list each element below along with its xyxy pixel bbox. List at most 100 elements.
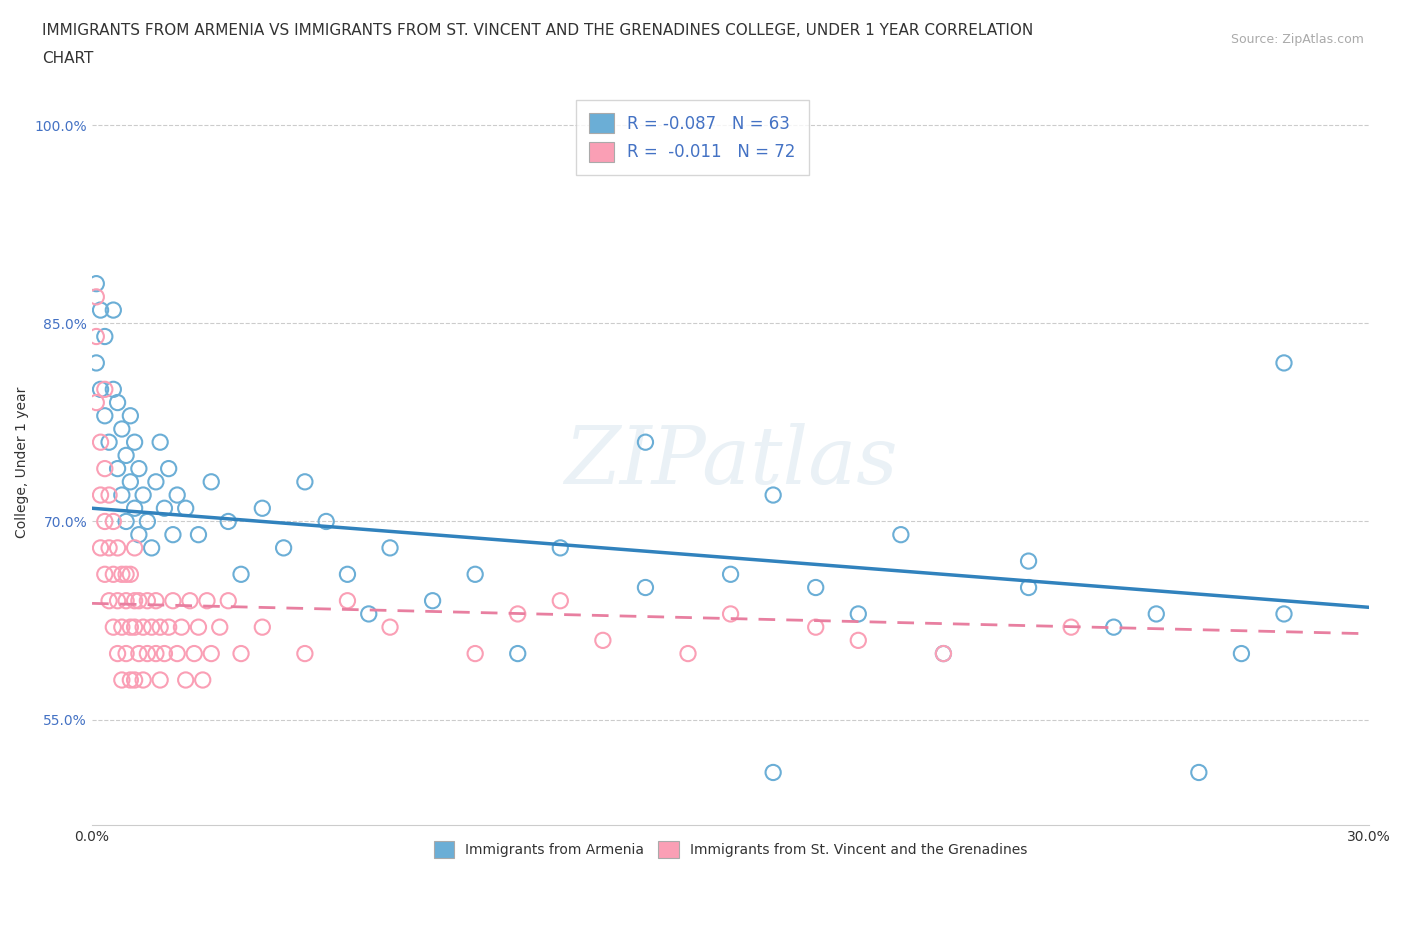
Point (128, 646, 150, 661)
Point (187, 527, 209, 542)
Point (90, 302, 112, 317)
Text: CHART: CHART (42, 51, 94, 66)
Point (762, 765, 785, 780)
Point (932, 646, 955, 661)
Point (90, 434, 112, 449)
Point (120, 408, 142, 423)
Point (107, 593, 129, 608)
Point (136, 646, 159, 661)
Point (1188, 765, 1211, 780)
Point (273, 540, 295, 555)
Point (90, 487, 112, 502)
Point (294, 474, 316, 489)
Point (1018, 580, 1040, 595)
Point (183, 646, 205, 661)
Point (107, 395, 129, 410)
Point (1230, 646, 1253, 661)
Point (98, 434, 121, 449)
Point (762, 487, 785, 502)
Point (932, 646, 955, 661)
Point (132, 619, 155, 634)
Point (111, 619, 134, 634)
Point (132, 487, 155, 502)
Point (94, 514, 117, 529)
Point (94, 408, 117, 423)
Point (115, 448, 138, 463)
Point (145, 474, 167, 489)
Point (94, 461, 117, 476)
Point (550, 540, 572, 555)
Point (195, 593, 218, 608)
Point (846, 633, 869, 648)
Point (229, 567, 252, 582)
Point (136, 593, 159, 608)
Point (84, 355, 107, 370)
Point (128, 593, 150, 608)
Point (124, 434, 146, 449)
Point (1102, 619, 1125, 634)
Point (149, 672, 172, 687)
Point (804, 619, 827, 634)
Point (153, 501, 176, 516)
Point (315, 514, 337, 529)
Point (124, 501, 146, 516)
Point (149, 434, 172, 449)
Point (174, 501, 197, 516)
Point (103, 619, 125, 634)
Point (1272, 606, 1295, 621)
Point (149, 619, 172, 634)
Point (217, 514, 239, 529)
Point (464, 646, 486, 661)
Point (634, 434, 657, 449)
Point (111, 672, 134, 687)
Point (145, 646, 167, 661)
Point (120, 672, 142, 687)
Point (1060, 619, 1083, 634)
Point (103, 514, 125, 529)
Point (1272, 355, 1295, 370)
Point (145, 593, 167, 608)
Text: Source: ZipAtlas.com: Source: ZipAtlas.com (1230, 33, 1364, 46)
Point (187, 619, 209, 634)
Point (191, 672, 214, 687)
Point (111, 421, 134, 436)
Point (115, 567, 138, 582)
Point (115, 593, 138, 608)
Point (94, 329, 117, 344)
Point (103, 302, 125, 317)
Point (90, 540, 112, 555)
Point (506, 646, 529, 661)
Point (115, 646, 138, 661)
Point (107, 540, 129, 555)
Point (157, 461, 180, 476)
Point (132, 672, 155, 687)
Point (103, 567, 125, 582)
Point (103, 382, 125, 397)
Point (120, 619, 142, 634)
Point (128, 527, 150, 542)
Point (174, 672, 197, 687)
Point (1018, 553, 1040, 568)
Point (124, 540, 146, 555)
Point (136, 514, 159, 529)
Point (124, 593, 146, 608)
Point (252, 501, 274, 516)
Point (336, 593, 359, 608)
Point (550, 593, 572, 608)
Point (200, 474, 222, 489)
Point (166, 646, 188, 661)
Point (94, 382, 117, 397)
Point (162, 593, 184, 608)
Point (506, 606, 529, 621)
Point (1144, 606, 1167, 621)
Point (720, 606, 742, 621)
Text: ZIPatlas: ZIPatlas (564, 423, 897, 500)
Legend: Immigrants from Armenia, Immigrants from St. Vincent and the Grenadines: Immigrants from Armenia, Immigrants from… (422, 830, 1039, 870)
Point (153, 646, 176, 661)
Point (464, 567, 486, 582)
Point (217, 593, 239, 608)
Point (208, 619, 231, 634)
Point (592, 633, 614, 648)
Point (111, 487, 134, 502)
Point (676, 646, 699, 661)
